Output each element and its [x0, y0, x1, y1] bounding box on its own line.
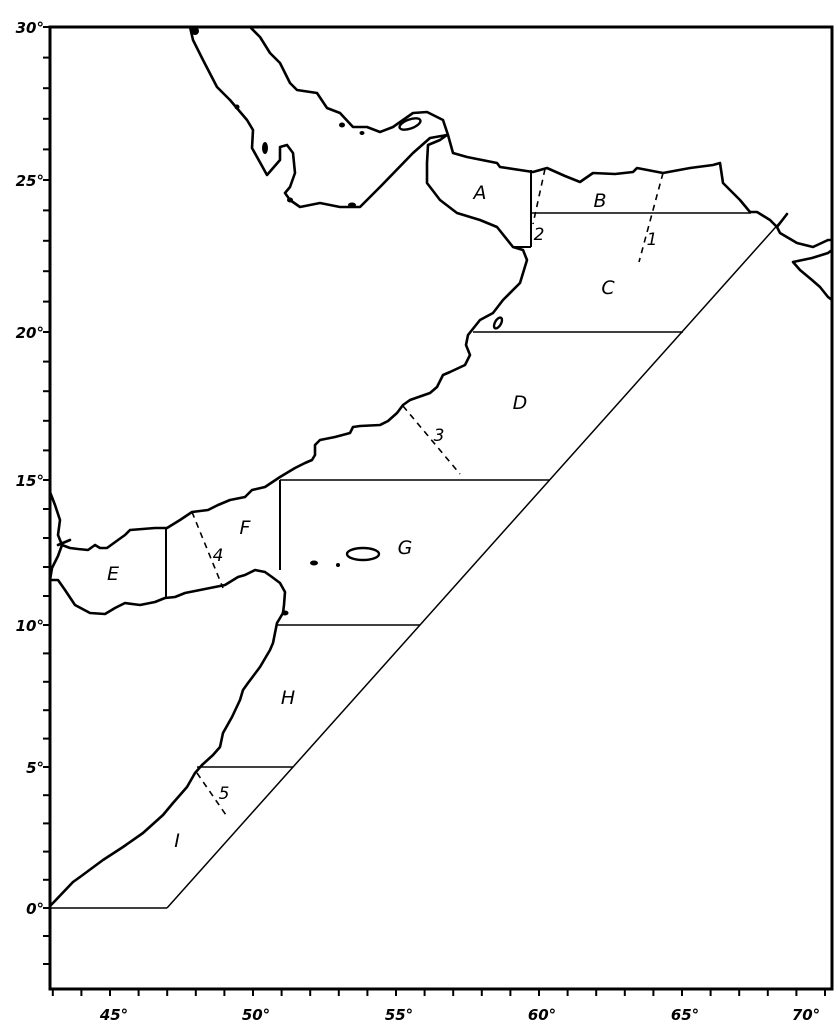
y-label-25: 25° — [16, 172, 44, 190]
arabia-coast — [48, 25, 529, 552]
subarea-line-1 — [638, 172, 664, 263]
zone-label-f: F — [240, 517, 252, 539]
coastlines — [48, 25, 834, 908]
zone-labels: A B C D E F G H I — [107, 182, 615, 852]
zone-label-g: G — [398, 537, 413, 559]
y-label-15: 15° — [16, 472, 44, 490]
offshore-diagonal-boundary — [166, 219, 783, 909]
masirah-island — [492, 316, 504, 330]
x-axis-labels: 45° 50° 55° 60° 65° 70° — [99, 1006, 820, 1024]
africa-coast — [48, 568, 287, 908]
island — [191, 27, 199, 35]
island — [348, 202, 356, 208]
map-frame — [48, 25, 834, 991]
island — [336, 563, 340, 567]
y-label-0: 0° — [26, 900, 44, 918]
island — [339, 122, 345, 128]
x-label-70: 70° — [792, 1006, 820, 1024]
subarea-lines — [191, 168, 664, 816]
zone-label-i: I — [174, 830, 180, 852]
zone-label-a: A — [472, 182, 487, 204]
island — [287, 197, 293, 203]
zone-label-c: C — [601, 277, 615, 299]
island — [310, 560, 318, 566]
zone-label-d: D — [513, 392, 528, 414]
x-label-50: 50° — [242, 1006, 270, 1024]
subarea-line-3 — [402, 405, 461, 475]
island — [359, 131, 365, 135]
island — [281, 610, 289, 616]
subarea-label-2: 2 — [534, 225, 545, 245]
qeshm-island — [398, 117, 422, 131]
x-label-60: 60° — [528, 1006, 556, 1024]
island — [234, 104, 240, 110]
zone-label-e: E — [107, 563, 119, 585]
socotra-island — [345, 546, 381, 562]
subarea-label-5: 5 — [219, 784, 230, 804]
subarea-line-4 — [191, 511, 224, 589]
zone-boundaries — [50, 170, 783, 909]
x-label-55: 55° — [385, 1006, 413, 1024]
subarea-label-4: 4 — [213, 546, 224, 566]
y-label-20: 20° — [16, 324, 44, 342]
subarea-labels: 1 2 3 4 5 — [213, 225, 658, 804]
subarea-label-1: 1 — [647, 230, 658, 250]
x-axis-ticks — [51, 989, 826, 996]
bahrain-island — [262, 142, 268, 154]
y-label-10: 10° — [16, 617, 44, 635]
x-label-65: 65° — [671, 1006, 699, 1024]
subarea-line-5 — [196, 772, 227, 816]
y-label-5: 5° — [26, 759, 44, 777]
y-label-30: 30° — [16, 19, 44, 37]
subarea-label-3: 3 — [434, 426, 445, 446]
x-label-45: 45° — [99, 1006, 128, 1024]
zone-label-b: B — [593, 190, 606, 212]
y-axis-labels: 30° 25° 20° 15° 10° 5° 0° — [16, 19, 44, 918]
islands — [191, 27, 504, 616]
y-axis-ticks — [43, 26, 50, 965]
iran-coast — [248, 25, 834, 249]
india-coast — [791, 248, 834, 302]
bab-el-mandeb-coast — [48, 538, 72, 582]
zone-label-h: H — [281, 687, 295, 709]
subarea-line-2 — [532, 168, 546, 225]
